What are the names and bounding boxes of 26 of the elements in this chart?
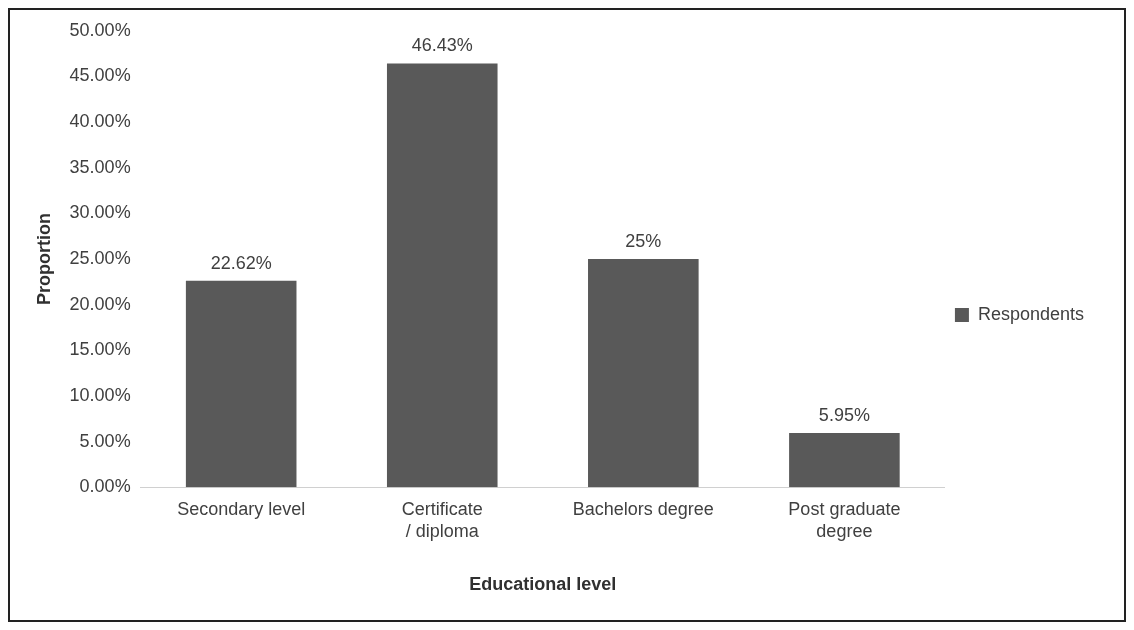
y-tick-label: 15.00% <box>69 339 131 360</box>
y-tick-label: 30.00% <box>69 202 131 223</box>
x-tick-label: Bachelors degree <box>572 498 714 519</box>
y-tick-label: 45.00% <box>69 65 131 86</box>
x-tick-label: Secondary level <box>177 498 306 519</box>
legend-label: Respondents <box>977 303 1084 324</box>
text: 46.43% <box>411 35 473 56</box>
y-tick-label: 25.00% <box>69 247 131 268</box>
text: 5.95% <box>818 404 870 425</box>
text: 25% <box>625 230 662 251</box>
x-tick-label: Post graduate degree <box>788 498 901 541</box>
y-tick-label: 20.00% <box>69 293 131 314</box>
y-tick-label: 0.00% <box>79 476 131 497</box>
text: 22.62% <box>210 252 272 273</box>
bar <box>789 432 900 488</box>
x-tick-label: Certificate / diploma <box>401 498 483 541</box>
bar <box>588 259 699 488</box>
y-tick-label: 5.00% <box>79 430 131 451</box>
y-tick-label: 40.00% <box>69 111 131 132</box>
y-tick-label: 35.00% <box>69 156 131 177</box>
x-axis-title: Educational level <box>469 574 617 595</box>
y-tick-label: 50.00% <box>69 19 131 40</box>
y-axis-title: Proportion <box>33 213 54 305</box>
y-tick-label: 10.00% <box>69 384 131 405</box>
bar <box>386 63 498 488</box>
bar <box>185 280 297 488</box>
